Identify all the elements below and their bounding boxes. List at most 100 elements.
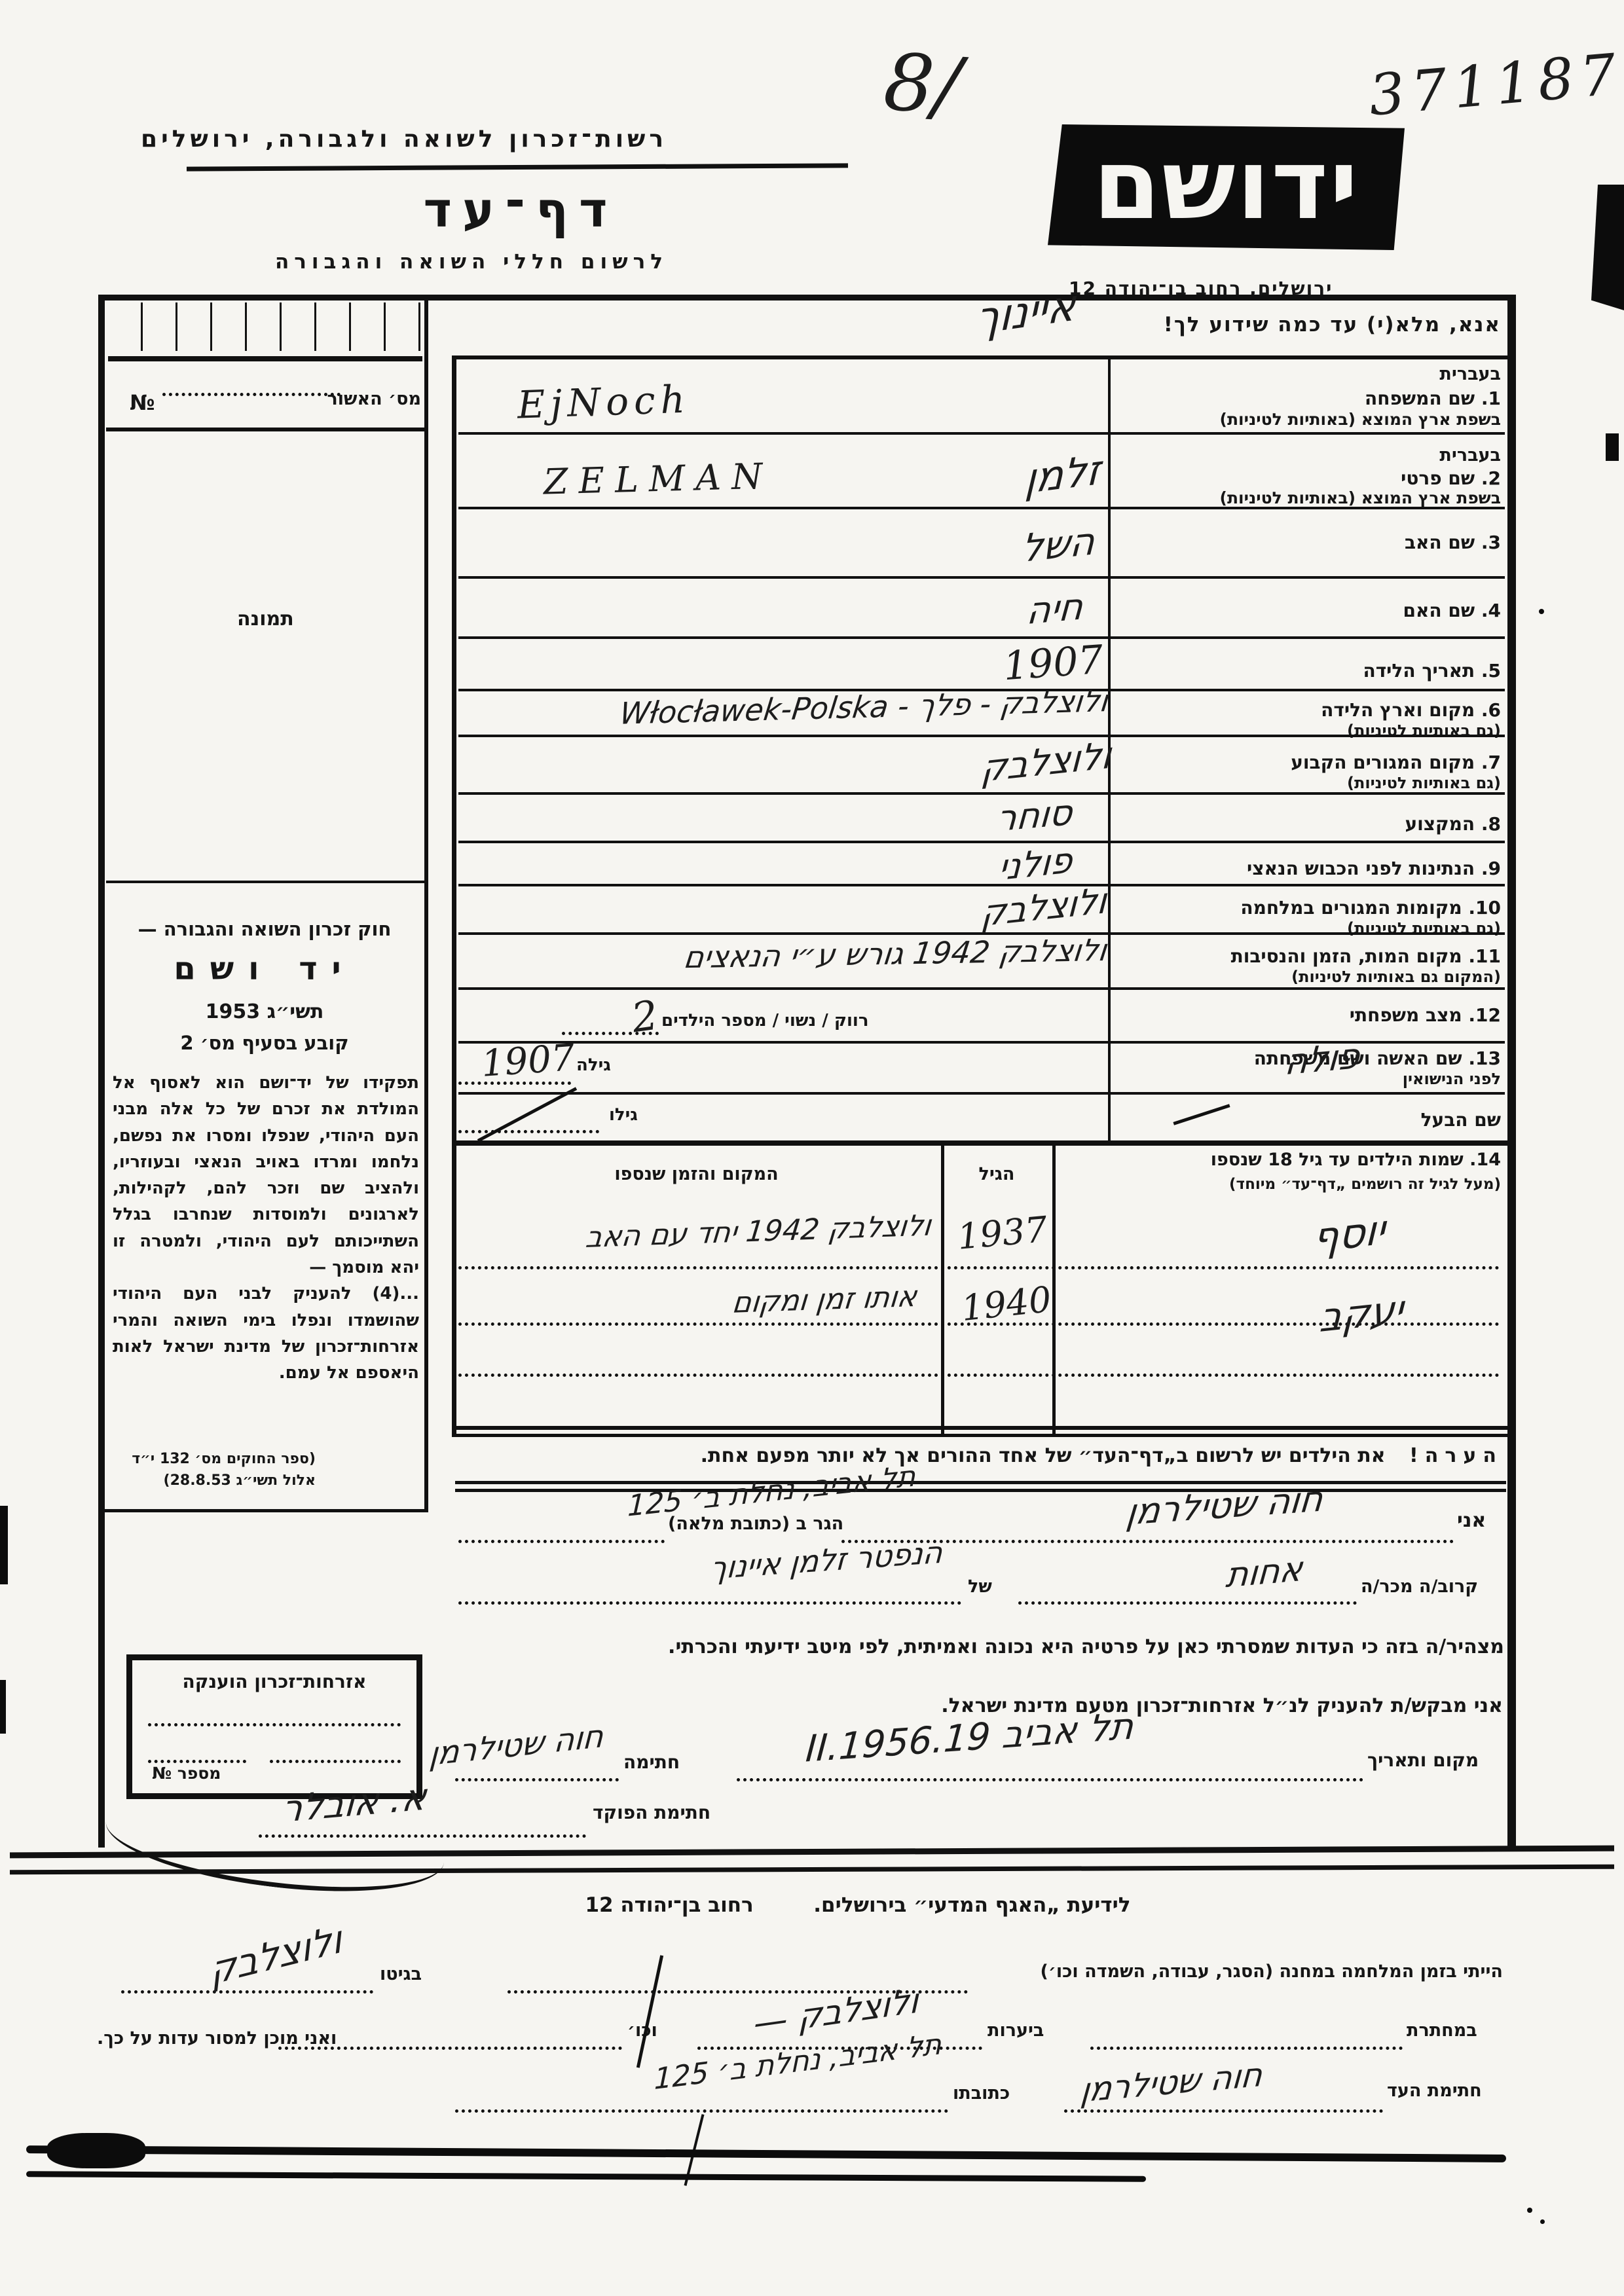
field-2-text: שם פרטי <box>1401 467 1475 489</box>
field-14-label: 14. שמות הילדים עד גיל 18 שנספו <box>1067 1150 1501 1170</box>
rule-f10 <box>458 932 1505 935</box>
bottom-signature-dotted <box>1064 2109 1383 2113</box>
bottom-title-address: רחוב בן־יהודה 12 <box>585 1893 754 1917</box>
husband-name-label: שם הבעל <box>1420 1109 1501 1131</box>
form-title: דף־עד <box>423 182 618 238</box>
field-13-num: 13. <box>1468 1048 1501 1069</box>
hw-wife-name: פולה <box>1283 1034 1361 1084</box>
form-border-top <box>98 295 1516 301</box>
note-text: את הילדים יש לרשום ב„דף־העד״ של אחד ההור… <box>700 1444 1386 1467</box>
hw-father-name: השל <box>1020 518 1097 572</box>
sidebar-bottom-rule <box>98 1509 428 1512</box>
hw-permanent-residence: ולוצלבק <box>980 734 1113 791</box>
citizenship-box-title: אזרחות־זכרון הוענקה <box>182 1671 367 1692</box>
scan-dot <box>1539 609 1544 614</box>
sidebar-border-right <box>424 300 428 1512</box>
rule-f7 <box>458 792 1505 795</box>
rule-f9 <box>458 884 1505 886</box>
field-11-label: 11. מקום המות, הזמן והנסיבות <box>1113 945 1501 967</box>
header-rule <box>186 163 849 172</box>
field-5-text: תאריך הלידה <box>1363 660 1475 682</box>
form-border-right <box>1507 295 1516 1848</box>
table-vertical-1 <box>941 1140 944 1434</box>
hw-death-place-time: ולוצלבק 1942 גורש ע״י הנאצים <box>682 932 1109 975</box>
bottom-address-dotted <box>455 2109 948 2113</box>
witness-address-dotted <box>458 1540 665 1543</box>
field-13-text: שם האשה ושם משפחתה <box>1253 1048 1462 1069</box>
note-underrule-2 <box>455 1489 1506 1492</box>
law-clause: קובע בסעיף מס׳ 2 <box>180 1032 349 1054</box>
note-title: הערה! <box>1409 1444 1503 1467</box>
table-row-dotted-1 <box>458 1266 1500 1269</box>
rule-f12 <box>458 1041 1505 1044</box>
scan-mark-right <box>1606 433 1619 461</box>
signature-dotted <box>455 1778 619 1781</box>
sidebar-rule-1 <box>106 428 424 431</box>
field-2-num: 2. <box>1481 467 1501 489</box>
his-age-dotted <box>458 1130 599 1133</box>
relation-of-dotted <box>458 1601 961 1605</box>
field-2-pre: בעברית <box>1439 445 1501 465</box>
note-underrule-1 <box>455 1481 1506 1484</box>
scan-blob-right-top <box>1591 185 1624 310</box>
field-1-num: 1. <box>1481 388 1501 409</box>
hw-child-1-age: 1937 <box>955 1209 1049 1258</box>
citizenship-dotted-1 <box>148 1723 401 1726</box>
form-subtitle: לרשום חללי השואה והגבורה <box>274 250 669 274</box>
hw-birth-date: 1907 <box>1001 636 1105 690</box>
number-comb-cells <box>108 302 422 361</box>
citizenship-dotted-3 <box>270 1760 401 1763</box>
table-row-dotted-2 <box>458 1322 1500 1326</box>
hw-relation-to: הנפטר זלמן איינוך <box>709 1534 944 1586</box>
label-column-border <box>1108 355 1111 1140</box>
scan-blob-bottom-left <box>47 2133 145 2168</box>
field-13-label: 13. שם האשה ושם משפחתה <box>1113 1048 1501 1069</box>
fill-request-line: אנא, מלא(י) עד כמה שידוע לך! <box>1163 313 1501 337</box>
hw-family-name-hebrew: איינוך <box>975 279 1077 345</box>
table-vertical-2 <box>1052 1140 1056 1434</box>
ghetto-label: בגיטו <box>380 1964 422 1984</box>
field-2-label: 2. שם פרטי <box>1113 467 1501 489</box>
hw-first-name-latin: ZELMAN <box>543 455 774 503</box>
hw-bottom-witness-signature: חוה שטילרמן <box>1079 2055 1264 2110</box>
bottom-title: לידיעת „האגף המדעי״ בירושלים. רחוב בן־יה… <box>445 1893 1270 1917</box>
hw-bottom-witness-address: תל אביב, נחלת ב׳ 125 <box>654 2027 942 2097</box>
scan-line-bottom-1 <box>26 2145 1507 2162</box>
field-9-label: 9. הנתינות לפני הכבוש הנאצי <box>1113 858 1501 879</box>
field-11-text: מקום המות, הזמן והנסיבות <box>1230 945 1462 967</box>
underground-label: במחתרת <box>1407 2020 1477 2041</box>
field-10-num: 10. <box>1468 897 1501 919</box>
field-3-label: 3. שם האב <box>1113 532 1501 553</box>
ink-mark-2 <box>1173 1104 1230 1125</box>
field-9-num: 9. <box>1481 858 1501 879</box>
signature-label: חתימה <box>623 1751 680 1773</box>
fields-left-border <box>452 355 456 1434</box>
rule-f11 <box>458 987 1505 990</box>
ink-mark-1 <box>477 1087 578 1142</box>
field-6-label: 6. מקום וארץ הלידה <box>1113 699 1501 721</box>
field-7-label: 7. מקום המגורים הקבוע <box>1113 752 1501 773</box>
approval-number-dotted-line <box>162 393 341 396</box>
form-border-left <box>98 295 105 1848</box>
field-8-text: המקצוע <box>1405 813 1475 835</box>
law-text-main: תפקידו של יד־ושם הוא לאסוף אל המולדת את … <box>113 1073 419 1278</box>
field-2-sub: בשפת ארץ המוצא (באותיות לטיניות) <box>1219 488 1501 507</box>
field-3-num: 3. <box>1481 532 1501 553</box>
hw-occupation: סוחר <box>995 791 1075 840</box>
law-year: תשי״ג 1953 <box>205 1000 324 1023</box>
request-line: אני מבקש/ת להעניק לנ״ל אזרחות־זכרון מטעם… <box>941 1694 1503 1717</box>
etc-dotted <box>278 2047 622 2050</box>
ink-stroke-tall <box>636 1955 664 2068</box>
yad-vashem-logo: ידושם <box>1048 124 1405 250</box>
hw-nationality: פולני <box>997 839 1074 889</box>
field-5-label: 5. תאריך הלידה <box>1113 660 1501 682</box>
field-9-text: הנתינות לפני הכבוש הנאצי <box>1247 858 1475 879</box>
scan-dot-bottom-right-1 <box>1527 2208 1532 2213</box>
field-12-label: 12. מצב משפחתי <box>1113 1004 1501 1026</box>
place-date-label: מקום ותאריך <box>1367 1749 1479 1771</box>
table-place-header: המקום והזמן שנספו <box>614 1164 779 1184</box>
field-1-pre: בעברית <box>1439 364 1501 384</box>
field-4-text: שם האם <box>1403 600 1475 621</box>
hw-wife-birth-year: 1907 <box>479 1036 576 1085</box>
